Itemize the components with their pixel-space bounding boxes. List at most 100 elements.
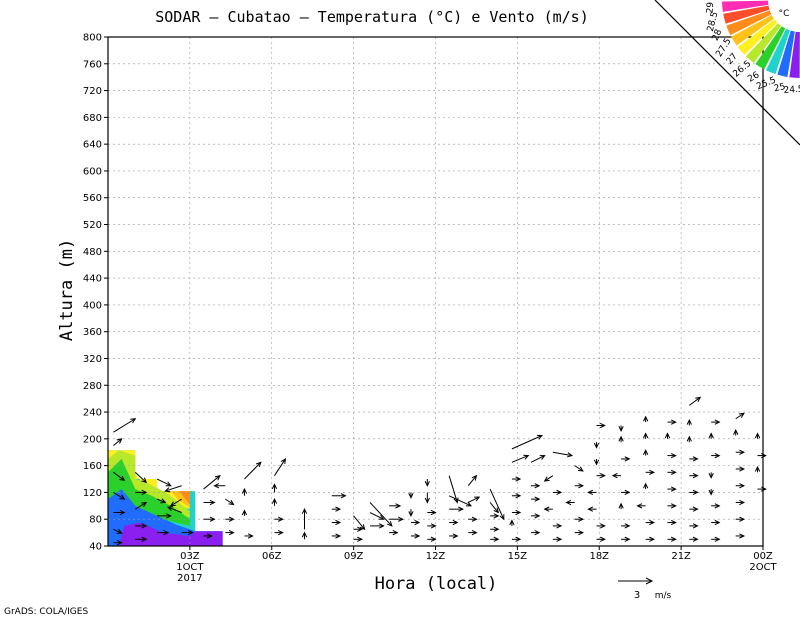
wind-vector (489, 488, 505, 521)
legend-level-label: 24.5 (783, 85, 800, 96)
wind-vector (331, 533, 342, 539)
wind-vector (735, 516, 746, 522)
x-tick-label: 06Z (262, 551, 282, 562)
wind-vector (531, 529, 541, 536)
wind-vector (689, 536, 699, 542)
x-tick-year: 2017 (177, 573, 202, 584)
wind-vector (353, 526, 363, 532)
wind-vector (552, 536, 563, 542)
wind-vector (135, 489, 148, 496)
wind-vector (574, 465, 584, 472)
wind-vector (225, 516, 235, 522)
wind-vector (574, 516, 585, 522)
y-tick-label: 640 (83, 140, 102, 151)
wind-vector (156, 478, 172, 487)
wind-vector (667, 452, 677, 459)
wind-vector (408, 509, 414, 518)
y-tick-label: 360 (83, 327, 102, 338)
wind-vector (531, 513, 541, 519)
wind-vector (593, 458, 600, 466)
wind-vector (424, 479, 430, 487)
wind-vector (511, 493, 522, 499)
wind-vector (468, 496, 481, 503)
legend-swatch (726, 10, 772, 36)
wind-vector (410, 533, 421, 539)
wind-vector (574, 483, 585, 489)
wind-vector (389, 529, 399, 536)
wind-vector (511, 454, 530, 463)
wind-vector (271, 483, 278, 493)
wind-vector (667, 469, 677, 475)
wind-vector (711, 503, 721, 509)
wind-vector (244, 533, 254, 539)
wind-vector (645, 536, 655, 542)
x-tick-label: 00Z (753, 551, 773, 562)
wind-vector (156, 498, 167, 504)
y-tick-label: 320 (83, 354, 102, 365)
wind-vector (169, 498, 182, 507)
wind-vector (587, 489, 597, 496)
x-tick-label: 15Z (508, 551, 528, 562)
wind-vector (689, 456, 699, 462)
y-axis-ticks: 40 80 120 160 200 240 280 320 360 400 440 480 520 560… (83, 33, 108, 553)
wind-vector (596, 422, 606, 429)
wind-vector (531, 483, 541, 489)
wind-vector (241, 487, 248, 496)
wind-vector (689, 396, 702, 406)
y-tick-label: 720 (83, 86, 102, 97)
wind-vector (543, 475, 554, 482)
wind-vector (636, 503, 646, 509)
wind-vector (593, 442, 600, 449)
y-tick-label: 480 (83, 247, 102, 258)
wind-vector (643, 415, 649, 423)
wind-vector (689, 523, 699, 529)
wind-vector (331, 519, 342, 526)
wind-vector (468, 516, 478, 522)
wind-vector (490, 513, 500, 519)
wind-vector (552, 523, 563, 529)
wind-vector (369, 502, 393, 527)
wind-vector (735, 449, 746, 455)
legend-level-label: 27 (725, 52, 740, 67)
wind-vectors (113, 396, 767, 546)
wind-vector (244, 461, 262, 480)
wind-scale-arrowhead (645, 577, 654, 585)
wind-vector (203, 533, 213, 539)
wind-vector (621, 523, 631, 529)
wind-vector (274, 457, 287, 476)
y-tick-label: 40 (89, 542, 102, 553)
wind-vector (113, 509, 126, 516)
legend-level-label: 25 (773, 82, 786, 94)
legend-swatch (789, 31, 800, 78)
wind-vector (157, 513, 172, 519)
wind-vector (274, 516, 284, 522)
wind-vector (645, 519, 655, 526)
wind-vector (134, 471, 148, 484)
wind-vector (301, 508, 308, 530)
wind-vector (370, 523, 385, 529)
wind-vector (611, 473, 622, 479)
wind-vector (711, 536, 721, 542)
y-tick-label: 200 (83, 434, 102, 445)
wind-vector (708, 489, 714, 496)
wind-vector (181, 529, 194, 536)
wind-vector (754, 432, 761, 439)
legend-swatch (745, 23, 782, 63)
y-tick-label: 680 (83, 113, 102, 124)
wind-vector (511, 434, 543, 450)
wind-vector (467, 474, 478, 487)
wind-vector (135, 501, 148, 510)
wind-vector (735, 412, 745, 420)
wind-vector (113, 438, 123, 446)
wind-vector (689, 506, 699, 512)
wind-vector (689, 489, 699, 496)
wind-vector (113, 471, 126, 482)
wind-vector (389, 503, 402, 509)
temperature-band-26-5 (108, 450, 190, 520)
legend-level-label: 29 (705, 1, 716, 14)
wind-vector (735, 533, 746, 539)
wind-vector (448, 475, 459, 504)
wind-vector (621, 456, 631, 462)
wind-scale: 3 m/s (618, 577, 672, 601)
